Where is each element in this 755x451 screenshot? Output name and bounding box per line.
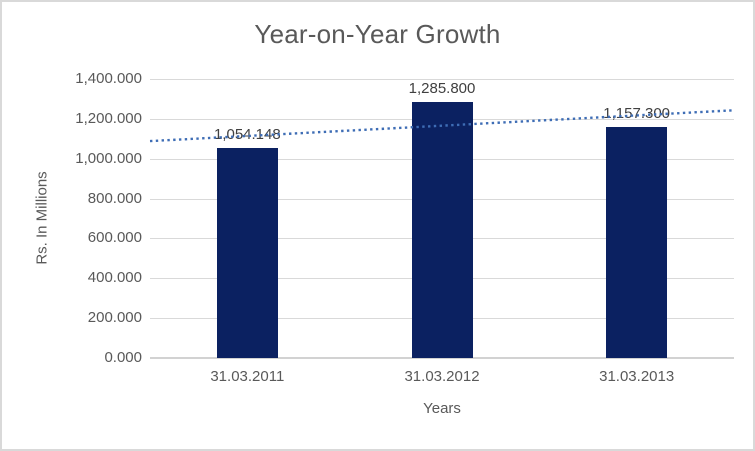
x-axis-title: Years <box>423 400 461 417</box>
y-axis-title: Rs. In Millions <box>33 171 51 265</box>
x-axis-line <box>150 357 734 359</box>
y-tick-label: 1,400.000 <box>75 70 142 87</box>
y-tick-label: 200.000 <box>87 309 142 327</box>
y-tick-label: 600.000 <box>87 229 142 247</box>
plot-area: 1,054.148 1,285.800 1,157.300 <box>149 79 735 359</box>
bar <box>411 101 473 358</box>
bar-data-label: 1,285.800 <box>408 79 476 97</box>
y-tick-label: 400.000 <box>87 269 142 287</box>
y-tick-label: 1,200.000 <box>75 109 142 127</box>
y-tick-label: 1,000.000 <box>75 149 142 167</box>
trendline <box>149 109 735 143</box>
bar <box>216 147 278 358</box>
y-tick-label: 0.000 <box>104 349 142 366</box>
x-tick-label: 31.03.2013 <box>599 368 675 385</box>
chart-title: Year-on-Year Growth <box>254 19 501 49</box>
bar-data-label: 1,054.148 <box>213 125 281 143</box>
y-tick-label: 800.000 <box>87 189 142 207</box>
bar-data-label: 1,157.300 <box>603 105 671 123</box>
x-tick-label: 31.03.2011 <box>210 368 285 385</box>
x-tick-label: 31.03.2012 <box>404 368 480 385</box>
bar <box>606 127 668 358</box>
gridline <box>150 79 734 80</box>
